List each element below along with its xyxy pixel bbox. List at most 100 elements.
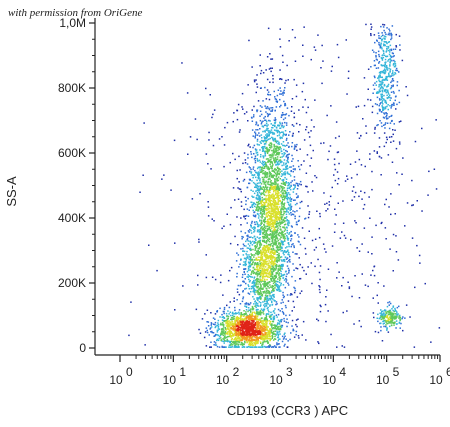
event-dot (259, 156, 262, 158)
event-dot (267, 197, 269, 200)
event-dot (271, 182, 273, 184)
event-dot (251, 109, 253, 111)
event-dot (247, 247, 250, 249)
event-dot (263, 138, 266, 140)
event-dot (276, 131, 279, 134)
event-dot (369, 153, 371, 155)
event-dot (271, 223, 273, 226)
event-dot (380, 329, 382, 332)
event-dot (385, 324, 387, 326)
event-dot (285, 181, 287, 183)
event-dot (388, 75, 390, 77)
event-dot (240, 224, 242, 226)
event-dot (249, 170, 251, 173)
event-dot (269, 267, 271, 269)
event-dot (263, 270, 265, 273)
event-dot (325, 210, 327, 212)
event-dot (210, 331, 212, 333)
event-dot (284, 227, 286, 229)
event-dot (262, 148, 264, 150)
event-dot (279, 156, 282, 159)
event-dot (291, 135, 294, 137)
event-dot (261, 235, 264, 238)
event-dot (281, 125, 283, 128)
event-dot (269, 284, 271, 286)
event-dot (294, 287, 296, 290)
event-dot (267, 115, 269, 118)
event-dot (387, 301, 389, 304)
event-dot (265, 287, 267, 290)
event-dot (242, 291, 244, 293)
event-dot (381, 316, 383, 318)
event-dot (259, 231, 262, 233)
event-dot (274, 150, 276, 152)
event-dot (245, 309, 248, 311)
event-dot (229, 301, 231, 303)
event-dot (390, 49, 393, 52)
event-dot (296, 202, 298, 205)
event-dot (270, 161, 272, 163)
event-dot (389, 312, 391, 314)
event-dot (392, 85, 394, 88)
event-dot (389, 70, 391, 72)
event-dot (251, 204, 254, 206)
event-dot (373, 265, 376, 267)
event-dot (371, 170, 373, 173)
event-dot (266, 285, 269, 288)
event-dot (241, 300, 244, 303)
event-dot (384, 99, 387, 102)
event-dot (230, 266, 233, 269)
event-dot (260, 338, 262, 341)
event-dot (271, 259, 273, 261)
event-dot (396, 306, 399, 309)
event-dot (256, 265, 258, 268)
event-dot (380, 46, 383, 48)
event-dot (391, 312, 394, 314)
event-dot (283, 125, 285, 127)
event-dot (273, 214, 275, 216)
event-dot (305, 339, 307, 341)
event-dot (264, 305, 266, 308)
event-dot (264, 262, 267, 265)
event-dot (239, 303, 242, 305)
event-dot (256, 109, 259, 111)
event-dot (228, 335, 230, 338)
event-dot (276, 188, 278, 190)
event-dot (281, 193, 284, 195)
event-dot (389, 34, 391, 36)
event-dot (373, 88, 376, 90)
event-dot (261, 264, 263, 266)
event-dot (347, 281, 349, 283)
event-dot (389, 87, 392, 90)
event-dot (305, 253, 307, 255)
event-dot (282, 144, 284, 147)
event-dot (198, 238, 200, 241)
event-dot (374, 76, 376, 79)
event-dot (272, 339, 275, 341)
event-dot (272, 244, 275, 246)
event-dot (222, 331, 225, 333)
event-dot (276, 214, 278, 217)
event-dot (272, 346, 275, 348)
event-dot (259, 241, 261, 243)
event-dot (286, 191, 288, 194)
event-dot (283, 100, 285, 103)
event-dot (385, 325, 387, 328)
event-dot (368, 196, 370, 198)
event-dot (253, 242, 255, 244)
event-dot (392, 270, 394, 272)
event-dot (268, 311, 270, 313)
event-dot (293, 146, 296, 148)
event-dot (274, 219, 276, 222)
event-dot (390, 91, 393, 93)
event-dot (225, 329, 227, 331)
event-dot (384, 63, 387, 65)
event-dot (256, 74, 258, 76)
event-dot (273, 233, 276, 235)
event-dot (386, 114, 388, 117)
event-dot (336, 151, 339, 154)
event-dot (288, 251, 290, 254)
event-dot (273, 299, 275, 302)
event-dot (228, 320, 230, 322)
